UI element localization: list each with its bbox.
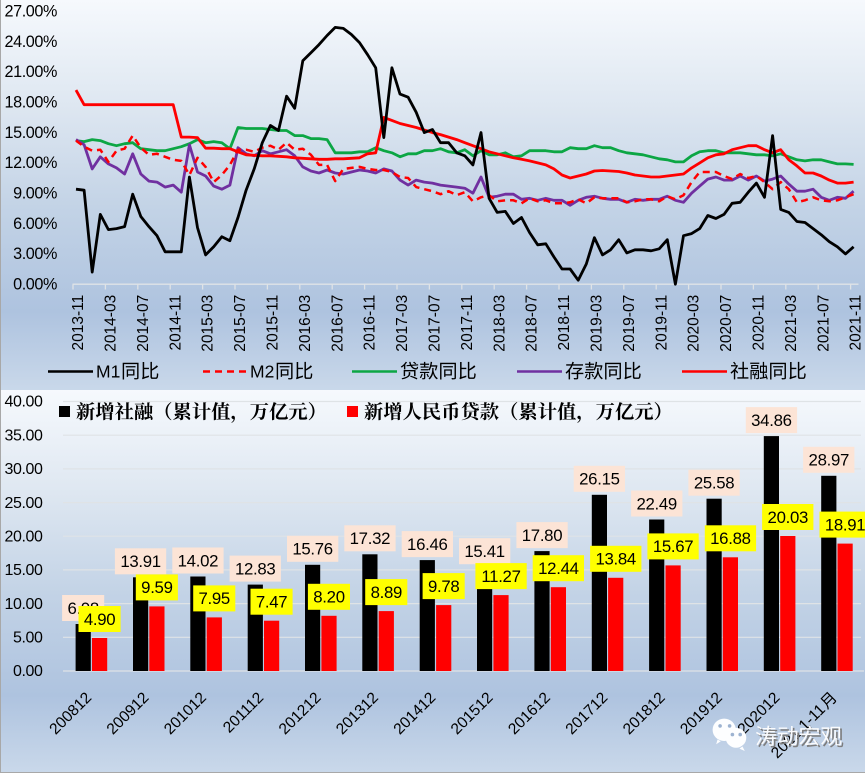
svg-text:201212: 201212 — [276, 689, 325, 738]
svg-text:20.03: 20.03 — [768, 508, 809, 527]
svg-text:15.00: 15.00 — [4, 562, 43, 579]
svg-text:2017-03: 2017-03 — [394, 295, 411, 352]
svg-text:2018-07: 2018-07 — [524, 295, 541, 352]
svg-text:2013-11: 2013-11 — [70, 295, 87, 351]
svg-text:26.15: 26.15 — [579, 470, 620, 489]
svg-text:25.58: 25.58 — [694, 474, 735, 493]
svg-text:17.80: 17.80 — [522, 526, 563, 545]
svg-text:2020-11: 2020-11 — [751, 295, 768, 351]
svg-text:2016-07: 2016-07 — [329, 295, 346, 352]
svg-text:2015-03: 2015-03 — [200, 295, 217, 352]
svg-text:2021-03: 2021-03 — [783, 295, 800, 352]
svg-text:18.91: 18.91 — [825, 515, 865, 534]
svg-text:201812: 201812 — [620, 689, 669, 738]
svg-text:2020-03: 2020-03 — [686, 295, 703, 352]
svg-text:16.88: 16.88 — [710, 529, 751, 548]
svg-text:22.49: 22.49 — [636, 494, 677, 513]
svg-text:201412: 201412 — [391, 689, 440, 738]
svg-text:0.00%: 0.00% — [13, 276, 57, 294]
svg-text:8.89: 8.89 — [371, 583, 402, 602]
svg-text:13.84: 13.84 — [595, 550, 636, 569]
svg-text:16.46: 16.46 — [407, 535, 448, 554]
svg-text:2019-11: 2019-11 — [653, 295, 670, 351]
svg-text:6.00%: 6.00% — [13, 215, 57, 233]
svg-text:2020-07: 2020-07 — [718, 295, 735, 352]
svg-text:2014-03: 2014-03 — [103, 295, 120, 352]
svg-text:13.91: 13.91 — [120, 552, 161, 571]
svg-text:15.41: 15.41 — [464, 542, 505, 561]
svg-text:2017-11: 2017-11 — [459, 295, 476, 351]
svg-text:7.95: 7.95 — [198, 589, 229, 608]
svg-text:M1: M1 — [96, 362, 120, 382]
svg-text:2021-11: 2021-11 — [848, 295, 865, 351]
svg-text:4.90: 4.90 — [84, 610, 115, 629]
svg-text:2019-07: 2019-07 — [621, 295, 638, 352]
svg-text:3.00%: 3.00% — [13, 245, 57, 263]
svg-text:2019-03: 2019-03 — [589, 295, 606, 352]
svg-text:2015-07: 2015-07 — [232, 295, 249, 352]
svg-text:24.00%: 24.00% — [4, 33, 57, 51]
svg-text:15.00%: 15.00% — [4, 124, 57, 142]
svg-text:2015-11: 2015-11 — [265, 295, 282, 351]
svg-text:2016-03: 2016-03 — [297, 295, 314, 352]
svg-text:8.20: 8.20 — [313, 588, 344, 607]
svg-text:30.00: 30.00 — [4, 461, 43, 478]
svg-text:12.44: 12.44 — [538, 559, 579, 578]
svg-text:201512: 201512 — [448, 689, 497, 738]
svg-text:2021-07: 2021-07 — [815, 295, 832, 352]
svg-text:27.00%: 27.00% — [4, 3, 57, 21]
svg-text:40.00: 40.00 — [4, 394, 43, 411]
svg-text:2014-07: 2014-07 — [135, 295, 152, 352]
svg-text:200912: 200912 — [104, 689, 153, 738]
svg-text:2014-11: 2014-11 — [167, 295, 184, 351]
svg-text:2017-07: 2017-07 — [427, 295, 444, 352]
svg-text:2018-11: 2018-11 — [556, 295, 573, 351]
svg-text:9.59: 9.59 — [141, 578, 172, 597]
svg-text:25.00: 25.00 — [4, 495, 43, 512]
svg-text:10.00: 10.00 — [4, 596, 43, 613]
svg-text:15.67: 15.67 — [653, 537, 694, 556]
svg-text:201112: 201112 — [220, 689, 267, 736]
svg-text:21.00%: 21.00% — [4, 63, 57, 81]
svg-text:7.47: 7.47 — [256, 593, 287, 612]
svg-text:15.76: 15.76 — [292, 540, 333, 559]
svg-text:201612: 201612 — [505, 689, 554, 738]
svg-text:14.02: 14.02 — [178, 551, 219, 570]
svg-text:34.86: 34.86 — [751, 411, 792, 430]
svg-text:18.00%: 18.00% — [4, 94, 57, 112]
svg-text:9.78: 9.78 — [428, 577, 459, 596]
svg-text:200812: 200812 — [46, 689, 95, 738]
svg-text:M2: M2 — [250, 362, 274, 382]
svg-text:2016-11: 2016-11 — [362, 295, 379, 351]
svg-text:201312: 201312 — [333, 689, 382, 738]
svg-text:5.00: 5.00 — [13, 630, 43, 647]
svg-text:11.27: 11.27 — [481, 567, 520, 586]
svg-text:35.00: 35.00 — [4, 427, 43, 444]
svg-text:2018-03: 2018-03 — [491, 295, 508, 352]
svg-text:0.00: 0.00 — [13, 663, 43, 680]
svg-text:12.00%: 12.00% — [4, 154, 57, 172]
svg-text:9.00%: 9.00% — [13, 185, 57, 203]
svg-text:17.32: 17.32 — [350, 529, 391, 548]
svg-text:28.97: 28.97 — [809, 451, 850, 470]
svg-text:201012: 201012 — [161, 689, 210, 738]
svg-text:201712: 201712 — [563, 689, 612, 738]
svg-text:12.83: 12.83 — [235, 559, 276, 578]
svg-text:20.00: 20.00 — [4, 528, 43, 545]
